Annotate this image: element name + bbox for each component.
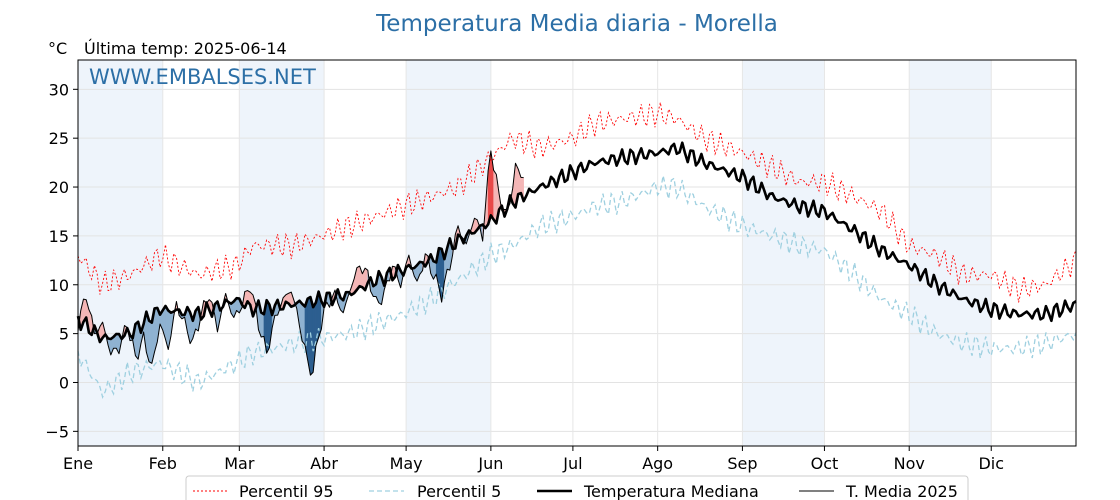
anomaly-segment bbox=[148, 320, 153, 364]
legend: Percentil 95 Percentil 5 Temperatura Med… bbox=[185, 475, 969, 500]
legend-label-median: Temperatura Mediana bbox=[583, 482, 759, 500]
series-p95-line bbox=[77, 102, 1077, 303]
chart-title: Temperatura Media diaria - Morella bbox=[375, 11, 778, 37]
x-tick-label: Ago bbox=[642, 454, 673, 473]
shade-mar bbox=[239, 60, 325, 446]
plot-frame bbox=[77, 59, 1077, 447]
axes: −5 0 5 10 15 20 25 30 Ene Feb Mar Abr May Jun Jul Ago Se… bbox=[45, 59, 1077, 473]
shade-ene bbox=[78, 60, 163, 446]
legend-box bbox=[185, 475, 969, 500]
last-temp-label: Última temp: 2025-06-14 bbox=[84, 39, 287, 58]
series-current-line bbox=[77, 150, 524, 376]
month-shading bbox=[78, 60, 992, 446]
x-tick-label: Ene bbox=[63, 454, 93, 473]
x-tick-label: Mar bbox=[224, 454, 255, 473]
unit-label: °C bbox=[48, 39, 67, 58]
x-tick-label: Jun bbox=[477, 454, 503, 473]
y-tick-label: 20 bbox=[49, 178, 69, 197]
x-tick-label: Oct bbox=[811, 454, 839, 473]
watermark: WWW.EMBALSES.NET bbox=[89, 65, 316, 89]
y-tick-label: 5 bbox=[59, 325, 69, 344]
anomaly-segment bbox=[301, 303, 306, 346]
x-tick-label: May bbox=[390, 454, 423, 473]
x-tick-label: Dic bbox=[978, 454, 1004, 473]
x-tick-label: Jul bbox=[562, 454, 582, 473]
legend-label-current: T. Media 2025 bbox=[845, 482, 958, 500]
x-tick-label: Abr bbox=[310, 454, 338, 473]
anomaly-segment bbox=[260, 312, 265, 338]
anomaly-segment bbox=[493, 169, 497, 225]
x-tick-label: Sep bbox=[727, 454, 757, 473]
series-median-line bbox=[76, 141, 1077, 344]
shade-sep bbox=[742, 60, 825, 446]
y-tick-label: 15 bbox=[49, 227, 69, 246]
y-tick-label: 10 bbox=[49, 276, 69, 295]
x-tick-label: Nov bbox=[894, 454, 925, 473]
y-tick-label: 30 bbox=[49, 80, 69, 99]
y-tick-label: −5 bbox=[45, 422, 69, 441]
series-p5-line bbox=[77, 175, 1077, 400]
legend-label-p5: Percentil 5 bbox=[417, 482, 501, 500]
series-lines bbox=[76, 102, 1077, 400]
legend-label-p95: Percentil 95 bbox=[239, 482, 334, 500]
x-tick-label: Feb bbox=[149, 454, 177, 473]
y-tick-label: 0 bbox=[59, 373, 69, 392]
shade-nov bbox=[909, 60, 992, 446]
y-tick-label: 25 bbox=[49, 129, 69, 148]
